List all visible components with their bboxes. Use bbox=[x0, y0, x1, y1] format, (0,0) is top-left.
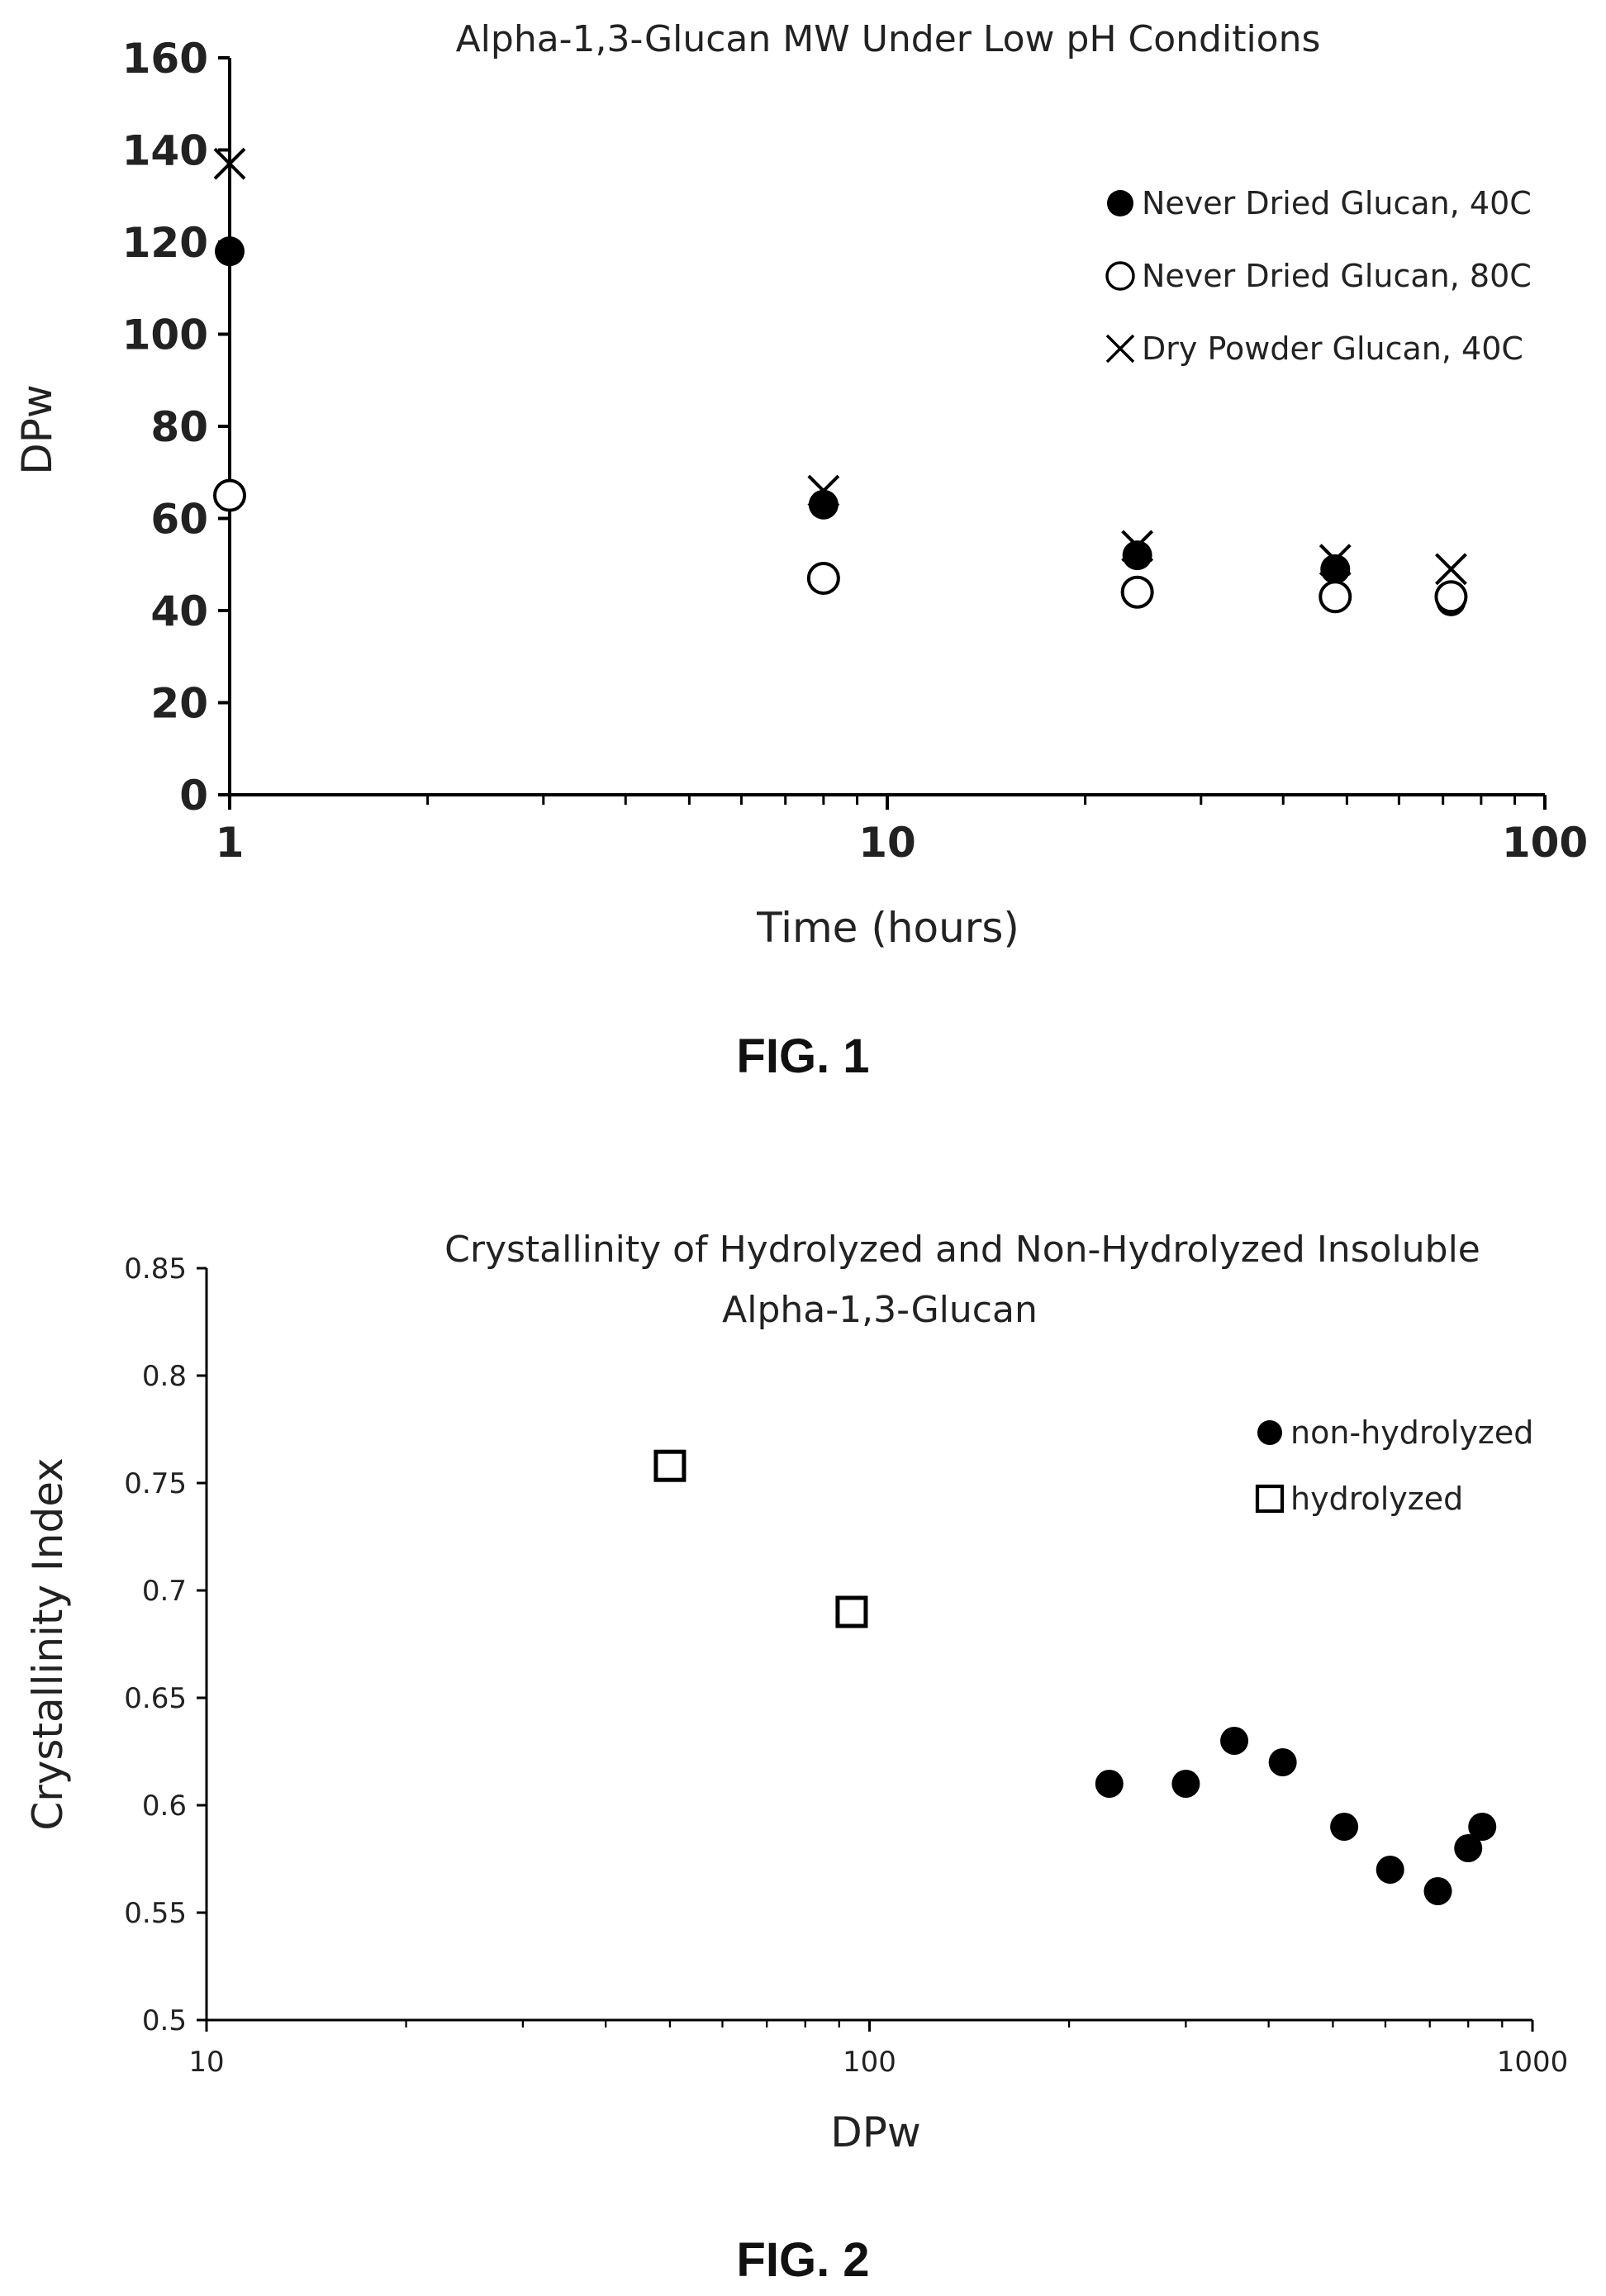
chart-fig1: Alpha-1,3-Glucan MW Under Low pH Conditi… bbox=[13, 18, 1588, 1083]
legend-marker bbox=[1257, 1420, 1282, 1445]
legend-marker bbox=[1107, 190, 1133, 216]
fig1-caption: FIG. 1 bbox=[736, 1029, 869, 1083]
data-point bbox=[807, 474, 840, 507]
data-point bbox=[806, 561, 840, 595]
data-point bbox=[1319, 544, 1352, 577]
chart2-y-axis-label: Crystallinity Index bbox=[24, 1457, 72, 1830]
series-0 bbox=[1095, 1727, 1497, 1905]
fig2-caption: FIG. 2 bbox=[736, 2233, 869, 2287]
data-point bbox=[213, 147, 246, 180]
y-tick-label: 0.6 bbox=[142, 1790, 187, 1823]
data-point bbox=[1121, 530, 1154, 563]
y-tick-label: 40 bbox=[150, 587, 208, 635]
y-tick-label: 100 bbox=[122, 311, 208, 359]
series-2 bbox=[213, 147, 1467, 586]
data-point bbox=[1220, 1727, 1249, 1755]
chart2-x-ticks: 10 100 1000 bbox=[188, 2020, 1568, 2079]
chart1-y-axis-label: DPw bbox=[13, 384, 61, 475]
chart1-y-ticks: 0 20 40 60 80 100 120 140 160 bbox=[122, 35, 230, 820]
data-point bbox=[653, 1449, 687, 1482]
y-tick-label: 0.55 bbox=[124, 1897, 187, 1930]
data-point bbox=[1268, 1748, 1297, 1776]
data-point bbox=[1120, 575, 1154, 609]
data-point bbox=[1423, 1877, 1452, 1905]
series-1 bbox=[213, 478, 1468, 614]
data-point bbox=[213, 478, 246, 512]
data-point bbox=[1376, 1856, 1404, 1884]
data-point bbox=[1095, 1770, 1124, 1798]
data-point bbox=[1330, 1813, 1359, 1841]
chart-fig2: Crystallinity of Hydrolyzed and Non-Hydr… bbox=[24, 1229, 1568, 2287]
y-tick-label: 80 bbox=[150, 403, 208, 451]
chart1-x-ticks: 1 10 100 bbox=[216, 795, 1588, 867]
y-tick-label: 140 bbox=[122, 127, 208, 175]
legend-marker bbox=[1105, 261, 1135, 291]
data-point bbox=[1434, 580, 1468, 614]
chart1-legend: Never Dried Glucan, 40C Never Dried Gluca… bbox=[1105, 185, 1532, 367]
x-tick-label: 1000 bbox=[1497, 2046, 1569, 2079]
legend-label: non-hydrolyzed bbox=[1290, 1414, 1533, 1451]
legend-label: Dry Powder Glucan, 40C bbox=[1142, 330, 1523, 367]
data-point bbox=[1319, 580, 1352, 614]
x-tick-label: 100 bbox=[843, 2046, 896, 2079]
x-tick-label: 1 bbox=[216, 819, 245, 867]
y-tick-label: 0.75 bbox=[124, 1467, 187, 1500]
legend-marker bbox=[1255, 1484, 1285, 1514]
data-point bbox=[1320, 554, 1351, 584]
x-tick-label: 100 bbox=[1502, 819, 1588, 867]
data-point bbox=[835, 1595, 868, 1628]
data-point bbox=[1435, 553, 1467, 586]
legend-label: Never Dried Glucan, 40C bbox=[1142, 185, 1532, 221]
y-tick-label: 0.7 bbox=[142, 1575, 187, 1608]
chart1-x-axis-label: Time (hours) bbox=[756, 904, 1019, 952]
legend-label: Never Dried Glucan, 80C bbox=[1142, 258, 1532, 294]
chart2-x-axis-label: DPw bbox=[830, 2108, 921, 2156]
data-point bbox=[1454, 1834, 1483, 1862]
data-point bbox=[1468, 1813, 1497, 1841]
y-tick-label: 0 bbox=[179, 772, 208, 820]
y-tick-label: 0.8 bbox=[142, 1360, 187, 1393]
y-tick-label: 120 bbox=[122, 219, 208, 267]
data-point bbox=[808, 489, 839, 520]
data-point bbox=[1171, 1770, 1200, 1798]
y-tick-label: 0.5 bbox=[142, 2004, 187, 2037]
y-tick-label: 0.85 bbox=[124, 1253, 187, 1286]
data-point bbox=[1122, 540, 1152, 571]
chart1-title: Alpha-1,3-Glucan MW Under Low pH Conditi… bbox=[456, 18, 1321, 60]
chart1-data-points bbox=[213, 147, 1468, 616]
series-1 bbox=[653, 1449, 868, 1628]
data-point bbox=[215, 236, 245, 267]
y-tick-label: 20 bbox=[150, 680, 208, 728]
chart2-data-points bbox=[653, 1449, 1497, 1905]
chart2-title-line2: Alpha-1,3-Glucan bbox=[722, 1289, 1038, 1331]
y-tick-label: 0.65 bbox=[124, 1682, 187, 1715]
chart2-title-line1: Crystallinity of Hydrolyzed and Non-Hydr… bbox=[444, 1229, 1480, 1271]
y-tick-label: 60 bbox=[150, 496, 208, 544]
chart2-y-ticks: 0.5 0.55 0.6 0.65 0.7 0.75 0.8 0.85 bbox=[124, 1253, 207, 2037]
legend-marker bbox=[1105, 334, 1135, 364]
x-tick-label: 10 bbox=[858, 819, 916, 867]
x-tick-label: 10 bbox=[188, 2046, 224, 2079]
y-tick-label: 160 bbox=[122, 35, 208, 83]
chart2-legend: non-hydrolyzed hydrolyzed bbox=[1255, 1414, 1533, 1517]
legend-label: hydrolyzed bbox=[1290, 1481, 1463, 1517]
